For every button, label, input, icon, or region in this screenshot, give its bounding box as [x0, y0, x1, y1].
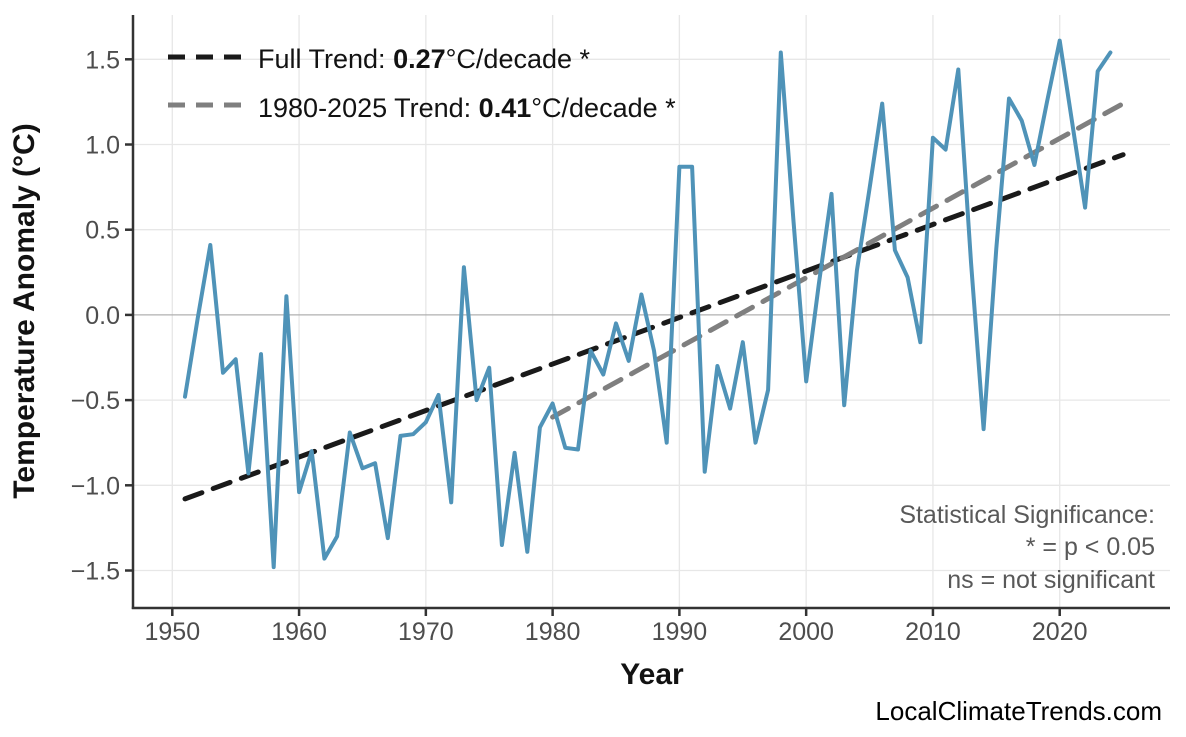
- significance-annotation: Statistical Significance: * = p < 0.05 n…: [899, 501, 1155, 594]
- tick-marks: [125, 58, 1061, 616]
- x-tick-label: 2000: [778, 618, 834, 646]
- x-tick-label: 1970: [398, 618, 454, 646]
- series-annual-anomaly-line: [183, 38, 1113, 570]
- y-tick-label: −1.5: [71, 558, 120, 586]
- legend-full-trend-prefix: Full Trend:: [258, 44, 393, 74]
- legend: Full Trend: 0.27°C/decade * 1980-2025 Tr…: [168, 44, 676, 123]
- legend-recent-trend-suffix: °C/decade *: [531, 93, 676, 123]
- legend-recent-trend-prefix: 1980-2025 Trend:: [258, 93, 479, 123]
- tick-labels: 1950 1960 1970 1980 1990 2000 2010 2020 −1.5 −1.0…: [71, 46, 1088, 646]
- x-tick-label: 1980: [525, 618, 581, 646]
- x-tick-label: 2020: [1032, 618, 1088, 646]
- x-tick-label: 2010: [905, 618, 961, 646]
- legend-recent-trend-value: 0.41: [479, 93, 532, 123]
- x-tick-label: 1960: [271, 618, 327, 646]
- legend-full-trend-label: Full Trend: 0.27°C/decade *: [258, 44, 591, 74]
- series-trend-1980-2025-line: [550, 101, 1126, 420]
- y-axis-title: Temperature Anomaly (°C): [8, 123, 41, 498]
- watermark-text: LocalClimateTrends.com: [875, 696, 1162, 726]
- significance-line-2: * = p < 0.05: [1026, 533, 1155, 561]
- x-tick-label: 1950: [144, 618, 200, 646]
- y-tick-label: 0.5: [85, 217, 120, 245]
- series-full-trend-line: [182, 152, 1126, 502]
- x-tick-label: 1990: [652, 618, 708, 646]
- y-tick-label: 1.0: [85, 132, 120, 160]
- legend-full-trend-suffix: °C/decade *: [446, 44, 591, 74]
- y-tick-label: −1.0: [71, 472, 120, 500]
- y-tick-label: 0.0: [85, 302, 120, 330]
- legend-recent-trend-label: 1980-2025 Trend: 0.41°C/decade *: [258, 93, 676, 123]
- legend-full-trend-value: 0.27: [393, 44, 446, 74]
- axes-spines: [131, 15, 1170, 610]
- significance-line-1: Statistical Significance:: [899, 501, 1155, 529]
- y-tick-label: 1.5: [85, 46, 120, 74]
- y-tick-label: −0.5: [71, 387, 120, 415]
- significance-line-3: ns = not significant: [947, 566, 1155, 594]
- x-axis-title: Year: [620, 658, 684, 691]
- series-lines: [182, 38, 1126, 570]
